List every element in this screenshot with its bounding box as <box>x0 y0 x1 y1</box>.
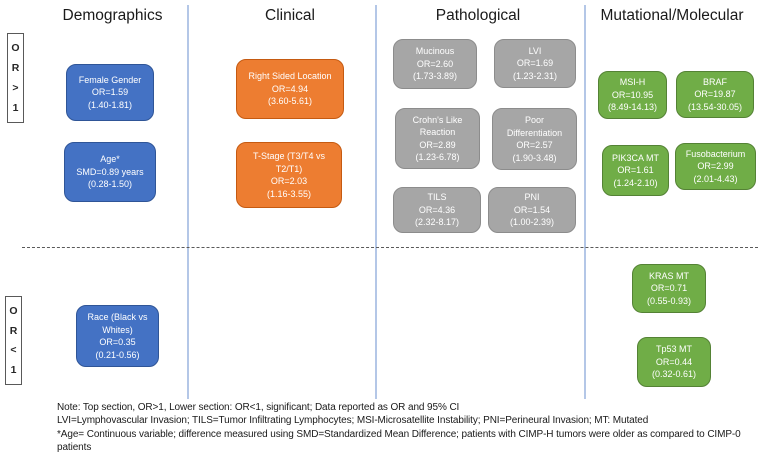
or-label-char: > <box>12 82 19 94</box>
box-confidence-interval: (1.23-2.31) <box>512 70 558 81</box>
box-t-stage: T-Stage (T3/T4 vs T2/T1) OR=2.03 (1.16-3… <box>236 142 342 208</box>
figure-note: Note: Top section, OR>1, Lower section: … <box>57 401 741 455</box>
box-crohns-like-reaction: Crohn's Like Reaction OR=2.89 (1.23-6.78… <box>395 108 480 169</box>
box-confidence-interval: (1.24-2.10) <box>613 177 658 188</box>
box-pik3ca-mt: PIK3CA MT OR=1.61 (1.24-2.10) <box>602 145 669 196</box>
box-label: TILS <box>427 192 447 203</box>
box-msi-h: MSI-H OR=10.95 (8.49-14.13) <box>598 71 667 119</box>
box-or-value: OR=4.94 <box>271 83 309 94</box>
box-label: PNI <box>524 192 540 203</box>
box-mucinous: Mucinous OR=2.60 (1.73-3.89) <box>393 39 477 89</box>
or-label-char: O <box>9 304 18 317</box>
box-confidence-interval: (3.60-5.61) <box>267 96 313 107</box>
box-label: Age* <box>100 154 120 165</box>
box-or-value: OR=0.44 <box>655 356 693 367</box>
box-poor-differentiation: Poor Differentiation OR=2.57 (1.90-3.48) <box>492 108 577 170</box>
box-label: Crohn's Like Reaction <box>412 114 463 138</box>
box-confidence-interval: (0.21-0.56) <box>95 349 140 360</box>
or-threshold-dashed-line <box>22 247 758 248</box>
box-confidence-interval: (2.32-8.17) <box>414 217 460 228</box>
note-line-3: *Age= Continuous variable; difference me… <box>57 428 741 440</box>
box-label: Female Gender <box>78 74 142 85</box>
box-or-value: OR=4.36 <box>418 204 456 215</box>
box-confidence-interval: (0.32-0.61) <box>651 369 697 380</box>
box-age: Age* SMD=0.89 years (0.28-1.50) <box>64 142 156 202</box>
or-greater-than-1-label: O R > 1 <box>7 33 24 123</box>
box-label: MSI-H <box>619 77 646 88</box>
box-label: PIK3CA MT <box>611 152 659 163</box>
box-or-value: OR=19.87 <box>694 89 736 100</box>
box-or-value: SMD=0.89 years <box>76 166 144 177</box>
or-label-char: 1 <box>12 102 19 114</box>
or-label-char: R <box>9 324 18 337</box>
box-confidence-interval: (1.23-6.78) <box>415 152 460 162</box>
column-divider-2 <box>375 5 377 399</box>
box-confidence-interval: (1.73-3.89) <box>412 71 458 82</box>
box-confidence-interval: (13.54-30.05) <box>687 101 743 112</box>
box-confidence-interval: (8.49-14.13) <box>607 102 658 113</box>
note-line-1: Note: Top section, OR>1, Lower section: … <box>57 402 460 413</box>
box-or-value: OR=1.61 <box>617 165 654 176</box>
box-label: Tp53 MT <box>655 344 692 355</box>
box-pni: PNI OR=1.54 (1.00-2.39) <box>488 187 576 233</box>
box-label: BRAF <box>702 76 727 87</box>
box-or-value: OR=2.89 <box>419 139 456 150</box>
box-race: Race (Black vs Whites) OR=0.35 (0.21-0.5… <box>76 305 159 367</box>
box-confidence-interval: (1.90-3.48) <box>512 152 557 163</box>
box-braf: BRAF OR=19.87 (13.54-30.05) <box>676 71 754 118</box>
box-or-value: OR=10.95 <box>611 89 654 100</box>
box-fusobacterium: Fusobacterium OR=2.99 (2.01-4.43) <box>675 143 756 190</box>
box-confidence-interval: (1.40-1.81) <box>87 99 133 110</box>
box-tp53-mt: Tp53 MT OR=0.44 (0.32-0.61) <box>637 337 711 387</box>
note-line-4: patients <box>57 442 92 454</box>
box-label: Race (Black vs Whites) <box>87 312 148 335</box>
box-tils: TILS OR=4.36 (2.32-8.17) <box>393 187 481 233</box>
box-confidence-interval: (1.16-3.55) <box>266 188 312 199</box>
box-right-sided-location: Right Sided Location OR=4.94 (3.60-5.61) <box>236 59 344 119</box>
box-or-value: OR=0.35 <box>99 337 136 347</box>
or-label-char: < <box>10 344 17 357</box>
box-or-value: OR=1.69 <box>516 58 554 69</box>
box-label: LVI <box>528 45 542 56</box>
box-or-value: OR=2.57 <box>516 140 553 150</box>
box-female-gender: Female Gender OR=1.59 (1.40-1.81) <box>66 64 154 121</box>
box-label: Mucinous <box>415 46 455 57</box>
column-header-demographics: Demographics <box>62 7 163 24</box>
box-or-value: OR=2.03 <box>270 176 308 186</box>
box-or-value: OR=2.99 <box>697 161 734 172</box>
column-header-clinical: Clinical <box>265 7 315 24</box>
column-header-pathological: Pathological <box>435 7 521 24</box>
box-or-value: OR=2.60 <box>416 58 454 69</box>
column-divider-3 <box>584 5 586 399</box>
or-less-than-1-label: O R < 1 <box>5 296 22 385</box>
or-label-char: R <box>11 62 20 74</box>
box-label: Fusobacterium <box>685 148 746 159</box>
column-divider-1 <box>187 5 189 399</box>
box-or-value: OR=0.71 <box>650 283 688 294</box>
box-or-value: OR=1.54 <box>513 204 551 215</box>
column-header-mutational-molecular: Mutational/Molecular <box>600 7 744 24</box>
box-confidence-interval: (0.28-1.50) <box>87 179 133 190</box>
box-confidence-interval: (1.00-2.39) <box>509 217 555 228</box>
box-or-value: OR=1.59 <box>91 87 129 98</box>
box-confidence-interval: (2.01-4.43) <box>693 173 738 184</box>
box-label: T-Stage (T3/T4 vs T2/T1) <box>252 151 326 174</box>
box-confidence-interval: (0.55-0.93) <box>646 295 692 306</box>
or-label-char: O <box>11 42 20 54</box>
box-label: KRAS MT <box>648 270 689 281</box>
note-line-2: LVI=Lymphovascular Invasion; TILS=Tumor … <box>57 415 649 427</box>
or-label-char: 1 <box>10 364 17 377</box>
box-label: Right Sided Location <box>248 71 332 82</box>
box-lvi: LVI OR=1.69 (1.23-2.31) <box>494 39 576 88</box>
box-kras-mt: KRAS MT OR=0.71 (0.55-0.93) <box>632 264 706 313</box>
box-label: Poor Differentiation <box>506 115 563 138</box>
